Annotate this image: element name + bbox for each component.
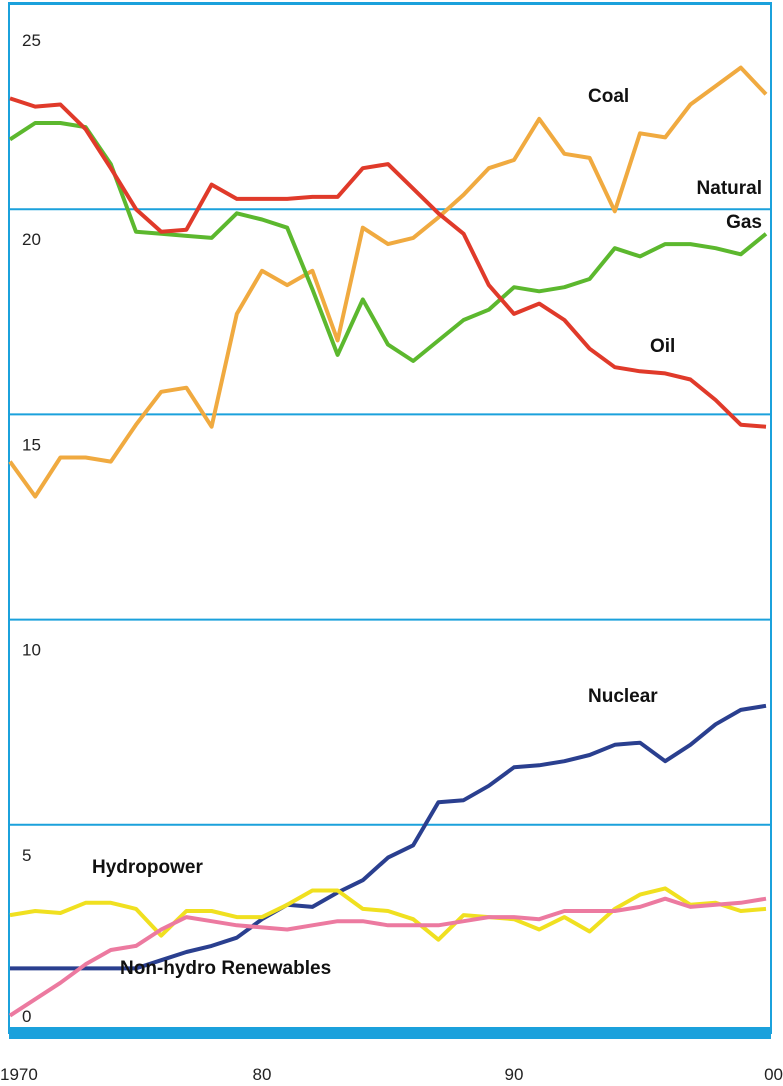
x-tick-label: 1970: [0, 1065, 38, 1084]
series-line: [9, 96, 767, 429]
series-label: Non-hydro Renewables: [120, 958, 332, 979]
y-tick-label: 10: [22, 641, 41, 660]
series-line: [8, 896, 767, 1018]
series-label: Coal: [588, 86, 630, 107]
y-tick-label: 25: [22, 31, 41, 50]
series-label: Oil: [650, 336, 676, 357]
series-label: Natural Gas: [696, 178, 762, 233]
x-tick-label: 90: [505, 1065, 524, 1084]
y-tick-label: 0: [22, 1007, 31, 1026]
series-label: Hydropower: [92, 857, 203, 878]
y-tick-label: 20: [22, 230, 41, 249]
series-line: [8, 121, 768, 363]
y-tick-label: 5: [22, 846, 31, 865]
series-line: [8, 65, 768, 499]
x-tick-label: 80: [253, 1065, 272, 1084]
series-label: Nuclear: [588, 686, 658, 707]
x-tick-label: 00: [764, 1065, 783, 1084]
series-line: [10, 703, 767, 971]
y-tick-label: 15: [22, 435, 41, 454]
series-line: [9, 886, 767, 942]
